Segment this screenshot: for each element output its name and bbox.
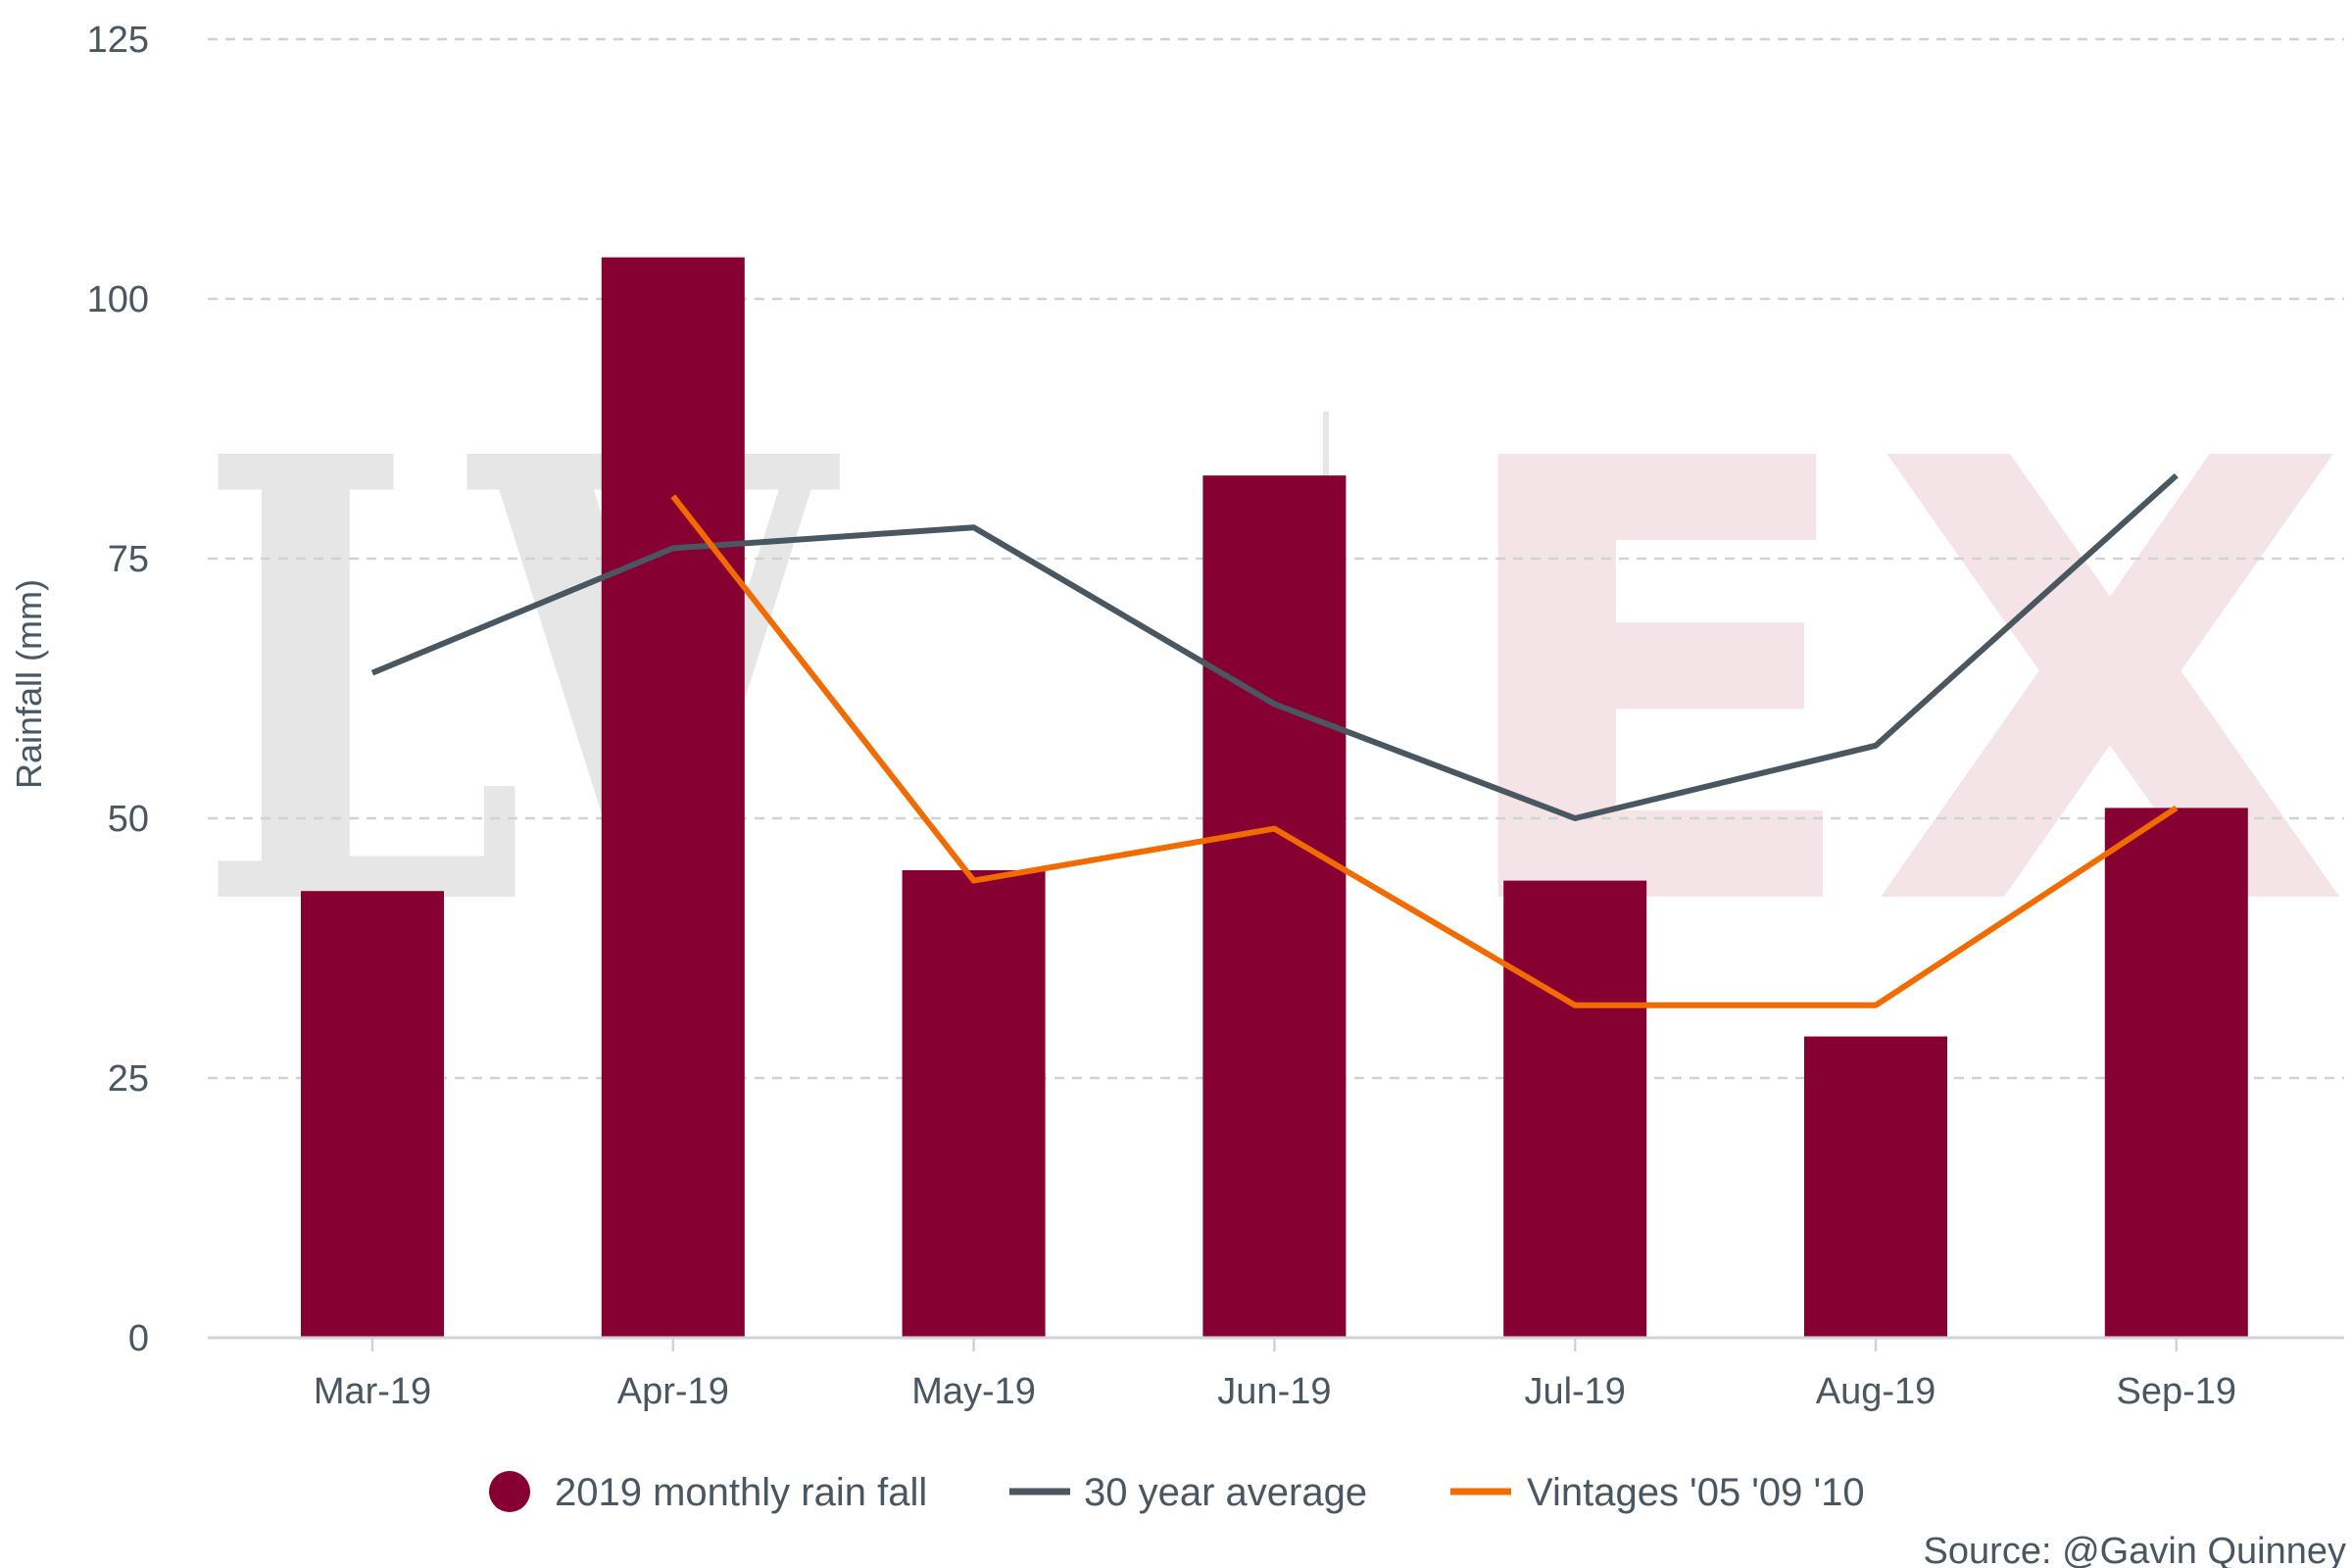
line-30yr-average[interactable] [370,472,2179,821]
line-vintages[interactable] [670,494,2179,1008]
x-tick-label: Aug-19 [1816,1371,1936,1412]
rainfall-bar[interactable] [1804,1036,1947,1338]
y-tick-label: 50 [108,799,149,840]
x-axis-ticks: Mar-19 Apr-19 May-19 Jun-19 Jul-19 Aug-19 Sep-… [314,1338,2236,1412]
x-tick-label: Sep-19 [2117,1371,2237,1412]
y-tick-label: 125 [87,20,149,61]
rainfall-bar[interactable] [902,870,1046,1338]
rainfall-bar[interactable] [301,891,444,1338]
legend-label-rainfall: 2019 monthly rain fall [555,1471,927,1514]
y-axis-title: Rainfall (mm) [9,579,49,789]
legend-item-vintages[interactable]: Vintages '05 '09 '10 [1450,1471,1865,1514]
legend-item-rainfall[interactable]: 2019 monthly rain fall [489,1471,927,1514]
legend-label-vintages: Vintages '05 '09 '10 [1527,1471,1865,1514]
bar-series [301,257,2248,1339]
legend: 2019 monthly rain fall 30 year average V… [489,1471,1865,1514]
rainfall-bar[interactable] [2104,808,2248,1338]
source-credit: Source: @Gavin Quinney [1924,1531,2346,1568]
y-tick-label: 100 [87,279,149,320]
x-tick-label: May-19 [911,1371,1036,1412]
y-tick-label: 0 [128,1318,149,1359]
legend-marker-rainfall [489,1471,530,1512]
x-tick-label: Jul-19 [1524,1371,1626,1412]
legend-item-30yr-average[interactable]: 30 year average [1009,1471,1367,1514]
y-tick-label: 25 [108,1058,149,1100]
rainfall-bar[interactable] [1202,475,1347,1338]
rainfall-bar[interactable] [601,257,745,1339]
y-axis-ticks: 0 25 50 75 100 125 [87,20,149,1359]
line-series [370,472,2179,1008]
svg-text:LV: LV [196,327,843,1041]
x-tick-label: Jun-19 [1217,1371,1331,1412]
rainfall-bar[interactable] [1503,880,1647,1338]
legend-label-30yr-average: 30 year average [1084,1471,1367,1514]
x-tick-label: Mar-19 [314,1371,431,1412]
y-tick-label: 75 [108,539,149,580]
x-tick-label: Apr-19 [617,1371,729,1412]
